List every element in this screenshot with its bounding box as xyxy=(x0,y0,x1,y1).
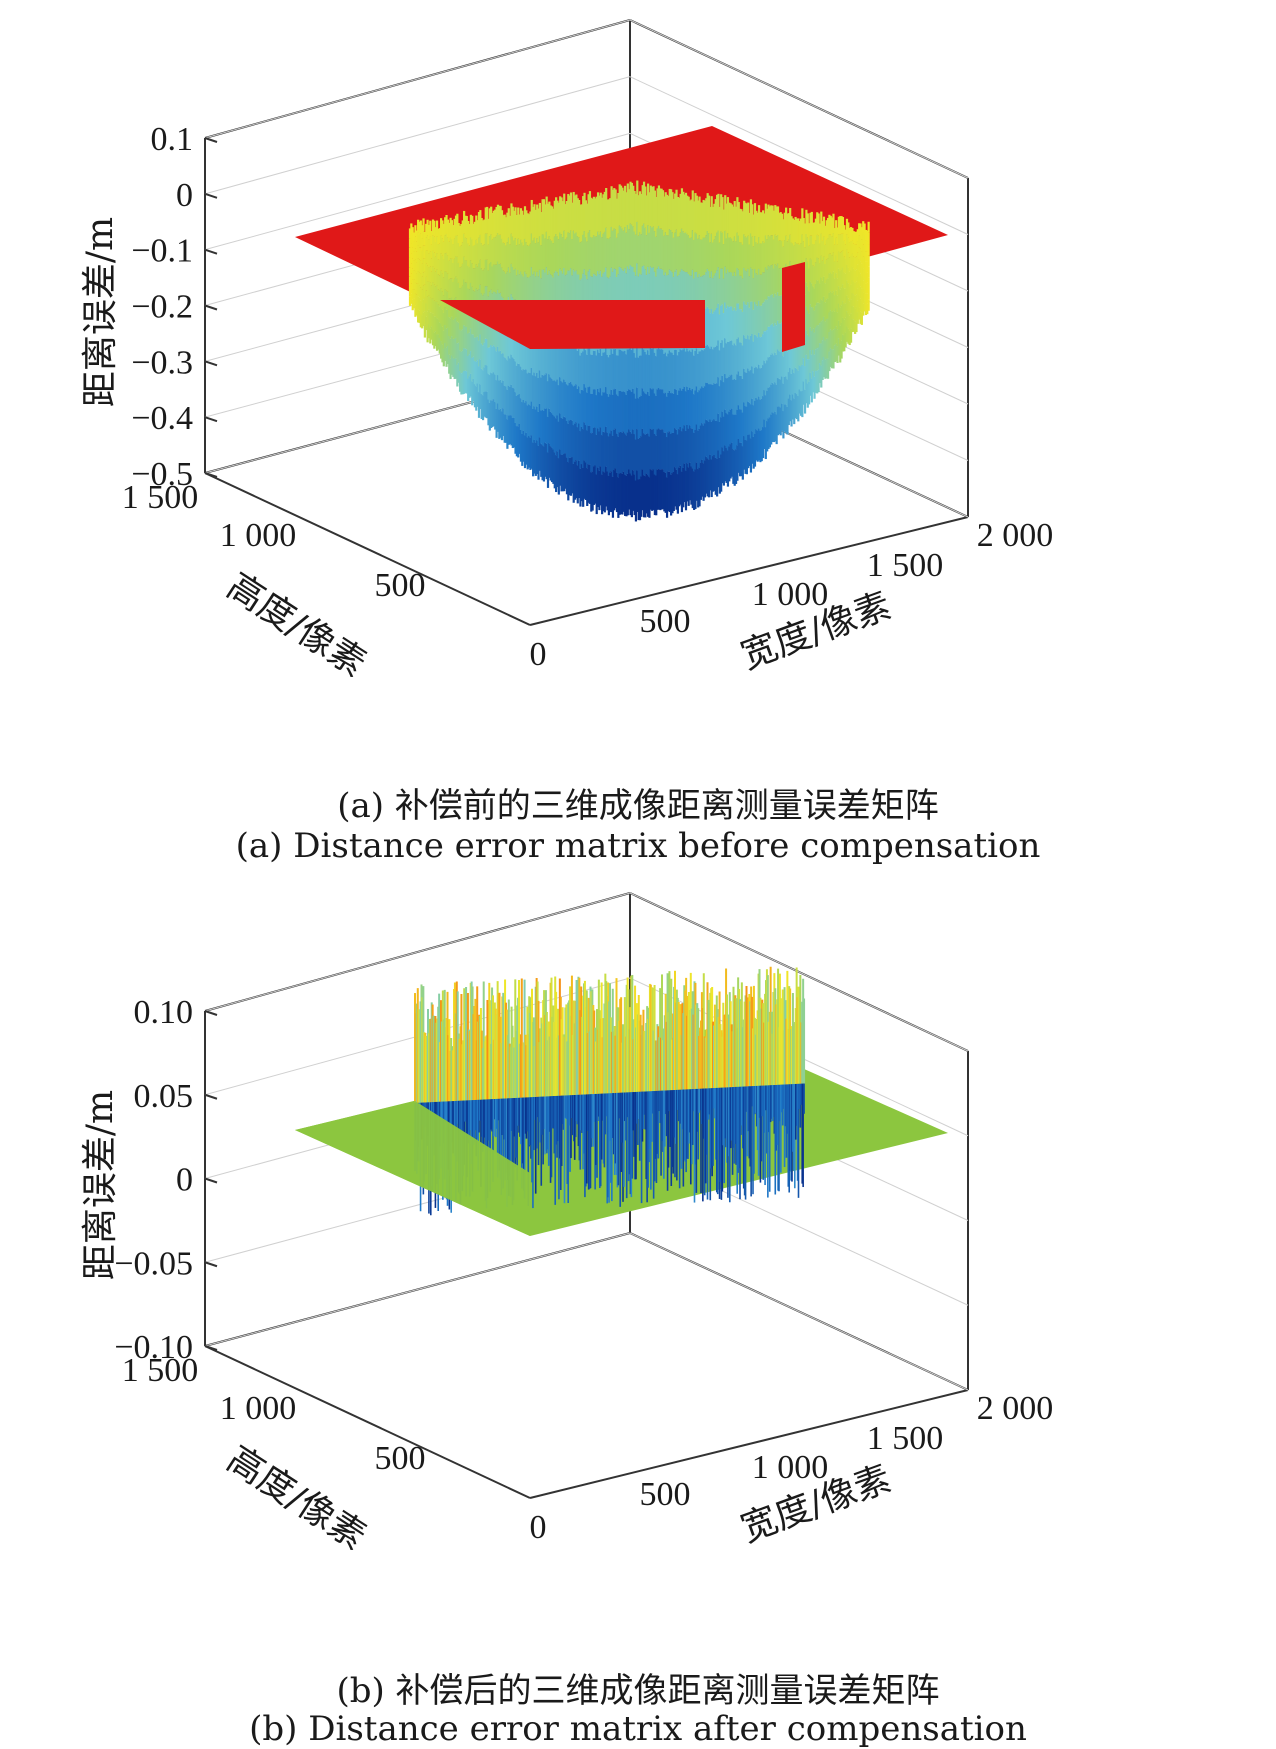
z-tick-mark xyxy=(204,1261,218,1268)
z-tick-mark xyxy=(204,1345,218,1351)
z-tick-label: 0 xyxy=(176,177,193,214)
z-tick-mark xyxy=(204,472,218,478)
z-tick-mark xyxy=(204,1010,218,1016)
z-tick-label: −0.05 xyxy=(114,1245,193,1282)
x-tick-label: 1 500 xyxy=(867,1420,944,1457)
z-gridline xyxy=(629,892,969,1052)
z-tick-label: 0.1 xyxy=(151,121,194,158)
x-tick-label: 500 xyxy=(640,1476,691,1513)
z-gridline xyxy=(204,76,631,195)
z-tick-label: 0.05 xyxy=(134,1078,194,1115)
z-axis-label: 距离误差/m xyxy=(80,217,121,407)
z-tick-label: −0.2 xyxy=(131,289,193,326)
y-axis-label: 高度/像素 xyxy=(220,1439,373,1558)
y-axis-label: 高度/像素 xyxy=(220,566,373,685)
z-tick-mark xyxy=(204,248,218,255)
z-tick-mark xyxy=(204,137,218,143)
z-gridline xyxy=(204,1232,631,1347)
box-edge xyxy=(204,472,531,626)
caption-cn-b: (b) 补偿后的三维成像距离测量误差矩阵 xyxy=(336,1671,940,1711)
y-tick-label: 0 xyxy=(530,1509,547,1546)
caption-en-a: (a) Distance error matrix before compens… xyxy=(235,826,1041,866)
chart-panel-b: 0.10 0.05 0 −0.05 −0.10 0 500 1 000 1 500 500 1 00… xyxy=(0,873,1276,1749)
z-tick-label: 0.10 xyxy=(134,994,194,1031)
z-tick-mark xyxy=(204,360,218,367)
z-tick-label: −0.4 xyxy=(131,400,193,437)
z-gridline xyxy=(629,76,969,235)
box-edge xyxy=(204,1345,531,1499)
y-tick-label: 1 000 xyxy=(220,517,297,554)
x-tick-label: 1 000 xyxy=(752,1449,829,1486)
x-tick-label: 500 xyxy=(640,603,691,640)
z-tick-label: −0.5 xyxy=(131,456,193,493)
chart-panel-a: 0.1 0 −0.1 −0.2 −0.3 −0.4 −0.5 0 500 1 000 1 500 50… xyxy=(0,0,1276,873)
caption-en-b: (b) Distance error matrix after compensa… xyxy=(249,1709,1027,1749)
surface-plot-b: 0.10 0.05 0 −0.05 −0.10 0 500 1 000 1 500 500 1 00… xyxy=(80,892,1054,1558)
z-tick-label: 0 xyxy=(176,1162,193,1199)
y-tick-label: 1 000 xyxy=(220,1390,297,1427)
z-axis-label: 距离误差/m xyxy=(80,1090,121,1280)
z-gridline xyxy=(204,892,631,1012)
y-tick-label: 500 xyxy=(375,1440,426,1477)
y-tick-label: 500 xyxy=(375,567,426,604)
z-tick-mark xyxy=(204,304,218,311)
surface-plane-front xyxy=(440,300,705,349)
box-edge xyxy=(529,516,969,626)
z-tick-mark xyxy=(204,192,218,199)
x-tick-label: 2 000 xyxy=(977,1390,1054,1427)
box-edge xyxy=(529,1389,969,1499)
z-gridline xyxy=(629,19,969,179)
x-tick-label: 1 500 xyxy=(867,547,944,584)
z-tick-label: −0.1 xyxy=(131,233,193,270)
z-tick-mark xyxy=(204,1177,218,1184)
z-tick-mark xyxy=(204,416,218,423)
z-tick-label: −0.10 xyxy=(114,1329,193,1366)
z-tick-label: −0.3 xyxy=(131,344,193,381)
z-gridline xyxy=(204,19,631,139)
y-tick-label: 1 500 xyxy=(122,479,199,516)
y-tick-label: 1 500 xyxy=(122,1352,199,1389)
x-tick-label: 2 000 xyxy=(977,517,1054,554)
z-gridline xyxy=(204,132,631,251)
z-gridline xyxy=(629,1232,969,1391)
caption-cn-a: (a) 补偿前的三维成像距离测量误差矩阵 xyxy=(337,786,939,826)
y-tick-label: 0 xyxy=(530,636,547,673)
x-tick-label: 1 000 xyxy=(752,576,829,613)
surface-plane-front xyxy=(782,262,805,352)
z-tick-mark xyxy=(204,1093,218,1100)
surface-plot-a: 0.1 0 −0.1 −0.2 −0.3 −0.4 −0.5 0 500 1 000 1 500 50… xyxy=(80,19,1054,685)
surface-plane-front xyxy=(295,1101,530,1236)
